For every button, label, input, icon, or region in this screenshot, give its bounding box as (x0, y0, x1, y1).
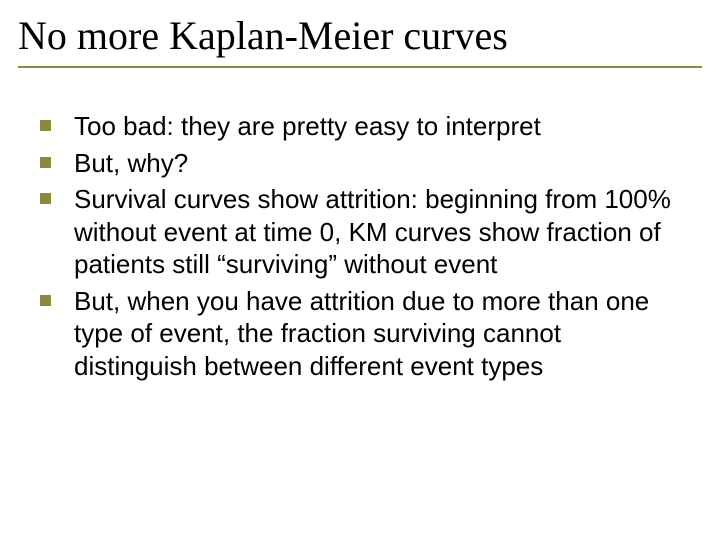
slide-body: Too bad: they are pretty easy to interpr… (40, 110, 690, 386)
bullet-text: Too bad: they are pretty easy to interpr… (74, 111, 541, 141)
list-item: But, when you have attrition due to more… (40, 285, 690, 383)
bullet-list: Too bad: they are pretty easy to interpr… (40, 110, 690, 382)
title-underline (18, 66, 702, 68)
bullet-text: Survival curves show attrition: beginnin… (74, 184, 671, 279)
list-item: Survival curves show attrition: beginnin… (40, 183, 690, 281)
square-bullet-icon (40, 295, 51, 306)
list-item: Too bad: they are pretty easy to interpr… (40, 110, 690, 143)
slide-title: No more Kaplan-Meier curves (18, 14, 702, 64)
title-block: No more Kaplan-Meier curves (18, 14, 702, 68)
square-bullet-icon (40, 193, 51, 204)
square-bullet-icon (40, 120, 51, 131)
bullet-text: But, why? (74, 148, 188, 178)
bullet-text: But, when you have attrition due to more… (74, 286, 649, 381)
slide: No more Kaplan-Meier curves Too bad: the… (0, 0, 720, 540)
square-bullet-icon (40, 157, 51, 168)
list-item: But, why? (40, 147, 690, 180)
